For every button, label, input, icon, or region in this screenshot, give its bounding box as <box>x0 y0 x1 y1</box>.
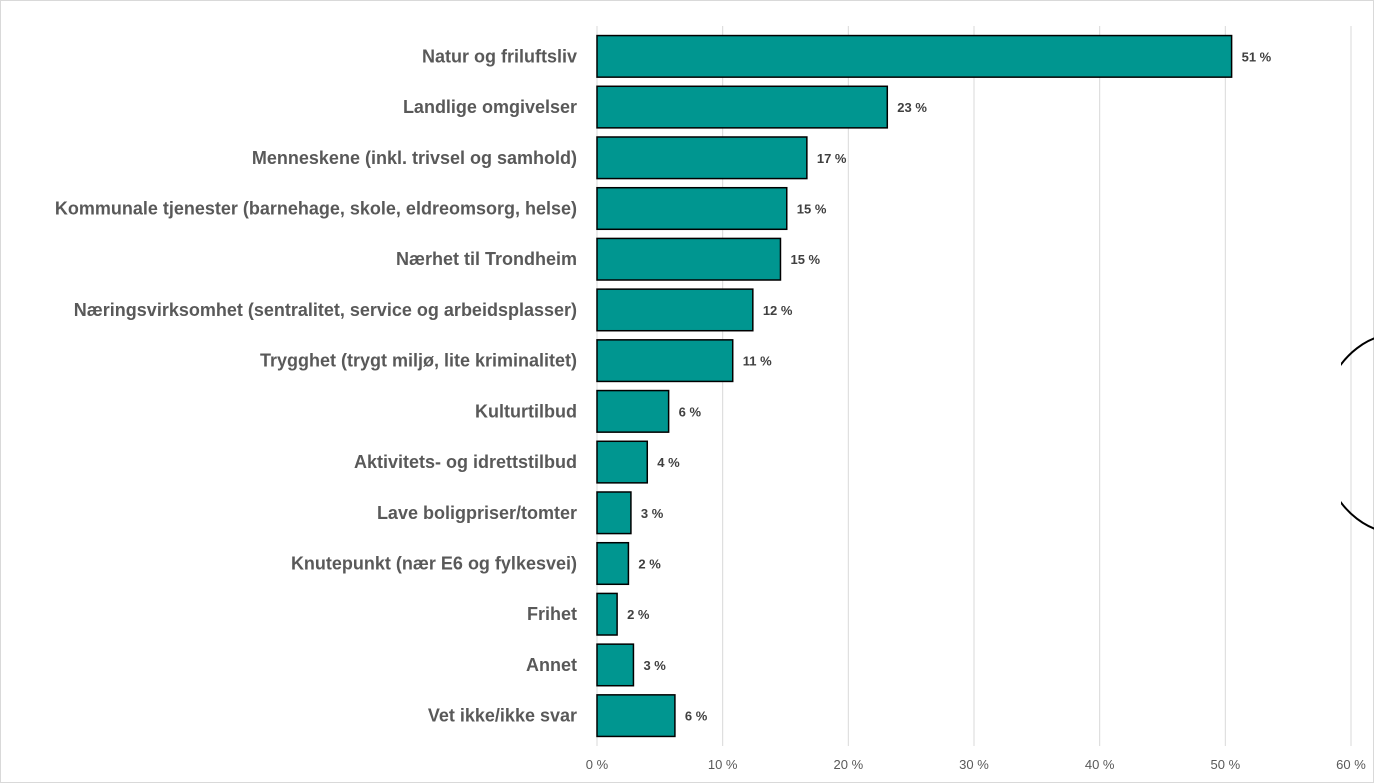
x-tick-label: 40 % <box>1085 757 1115 772</box>
bar <box>596 186 788 231</box>
x-tick-label: 60 % <box>1336 757 1366 772</box>
bar-layer <box>596 34 1233 738</box>
category-label: Lave boligpriser/tomter <box>377 503 577 523</box>
bar <box>596 85 889 129</box>
value-label: 6 % <box>685 709 708 724</box>
value-label: 15 % <box>790 252 820 267</box>
grid-layer <box>596 26 1352 746</box>
value-label: 15 % <box>797 202 827 217</box>
category-label: Knutepunkt (nær E6 og fylkesvei) <box>291 554 577 574</box>
x-tick-label: 20 % <box>834 757 864 772</box>
bar <box>596 694 676 738</box>
value-label: 17 % <box>817 151 847 166</box>
category-label: Næringsvirksomhet (sentralitet, service … <box>74 300 577 320</box>
category-label: Annet <box>526 655 577 675</box>
value-label: 12 % <box>763 303 793 318</box>
value-label: 11 % <box>743 354 772 369</box>
value-label: 3 % <box>643 658 666 673</box>
value-label: 23 % <box>897 100 927 115</box>
category-label: Natur og friluftsliv <box>422 46 577 66</box>
value-label: 6 % <box>679 404 702 419</box>
x-tick-label: 30 % <box>959 757 989 772</box>
bar <box>596 136 808 180</box>
value-label: 51 % <box>1242 49 1272 64</box>
bar <box>596 491 632 535</box>
label-layer: 0 % 10 % 20 % 30 % 40 % 50 % 60 % Natur og fril… <box>55 46 1366 772</box>
bar <box>596 541 630 586</box>
category-label: Nærhet til Trondheim <box>396 249 577 269</box>
value-label: 2 % <box>627 607 650 622</box>
x-tick-label: 0 % <box>586 757 609 772</box>
bar <box>596 643 635 687</box>
category-label: Frihet <box>527 604 577 624</box>
bar <box>596 288 754 332</box>
category-label: Trygghet (trygt miljø, lite kriminalitet… <box>260 351 577 371</box>
category-label: Kulturtilbud <box>475 401 577 421</box>
category-label: Vet ikke/ikke svar <box>428 706 577 726</box>
bar <box>596 339 734 383</box>
decorative-circle-shape <box>1341 337 1374 530</box>
category-label: Aktivitets- og idrettstilbud <box>354 452 577 472</box>
x-tick-label: 10 % <box>708 757 738 772</box>
value-label: 4 % <box>657 455 680 470</box>
bar <box>596 34 1233 78</box>
bar <box>596 389 670 433</box>
category-label: Landlige omgivelser <box>403 97 577 117</box>
category-label: Kommunale tjenester (barnehage, skole, e… <box>55 199 577 219</box>
value-label: 3 % <box>641 506 664 521</box>
bar <box>596 592 618 636</box>
category-label: Menneskene (inkl. trivsel og samhold) <box>252 148 577 168</box>
x-tick-label: 50 % <box>1211 757 1241 772</box>
value-label: 2 % <box>638 557 661 572</box>
bar <box>596 237 782 281</box>
bar <box>596 440 649 484</box>
